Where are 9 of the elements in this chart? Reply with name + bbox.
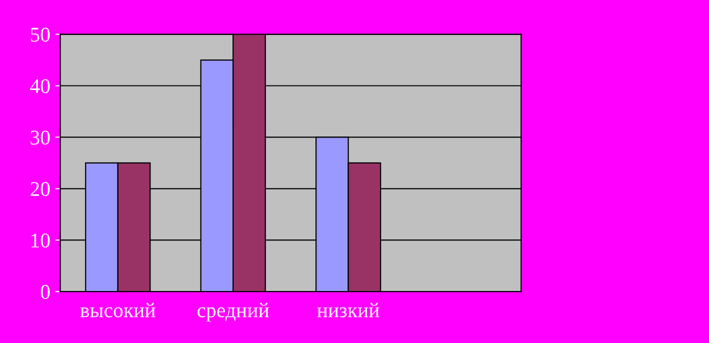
y-tick-label: 50	[30, 28, 50, 42]
x-tick-label: высокий	[80, 302, 156, 318]
y-tick-label: 30	[30, 130, 50, 145]
x-tick-label: средний	[198, 302, 269, 322]
y-tick-label: 20	[30, 182, 50, 196]
y-tick-label: 40	[30, 79, 50, 94]
x-tick-label: низкий	[317, 302, 380, 318]
y-tick-label: 0	[40, 284, 50, 299]
y-tick-label: 10	[32, 233, 50, 248]
